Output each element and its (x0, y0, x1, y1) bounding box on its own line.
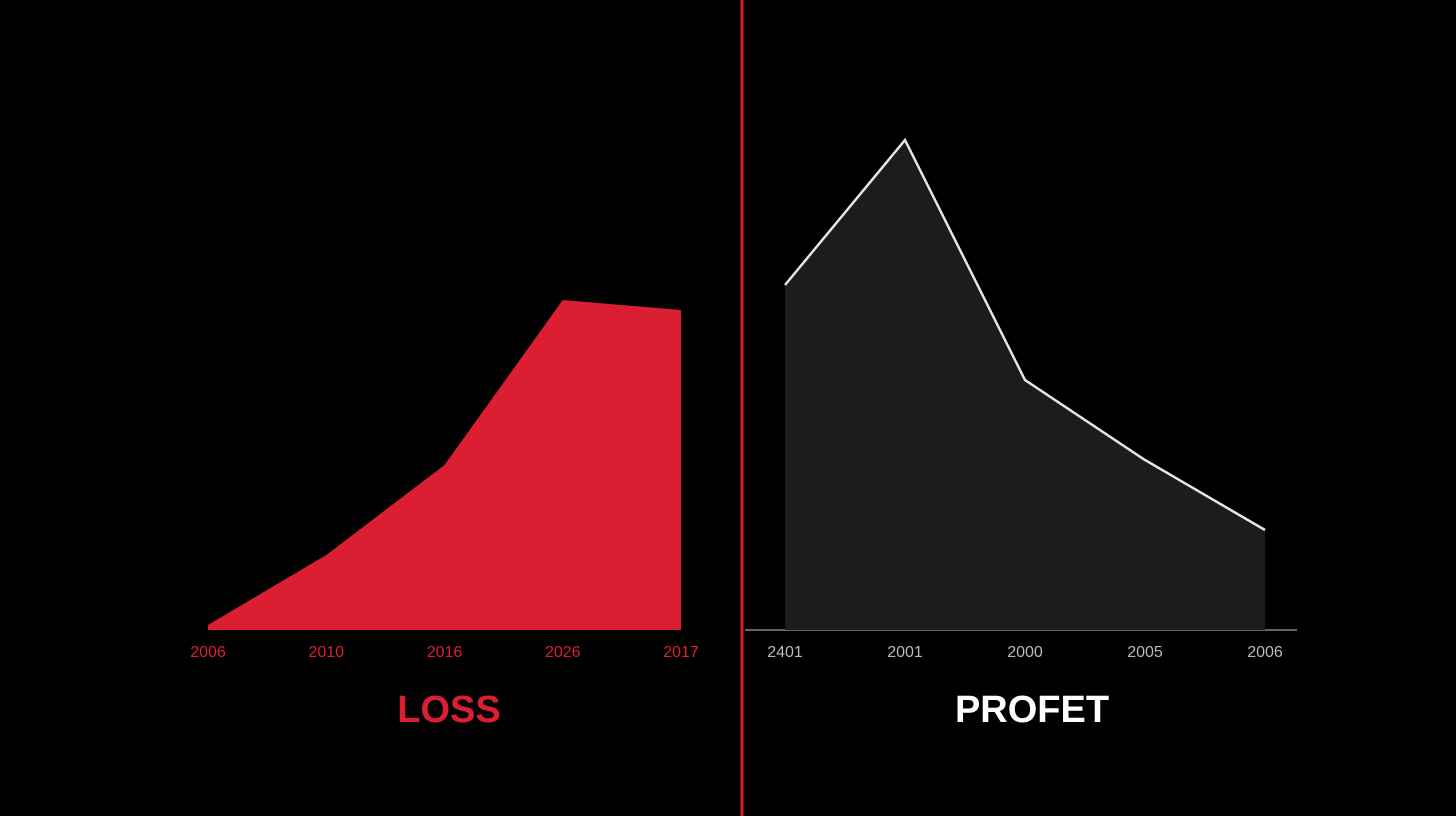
x-tick-label: 2017 (663, 644, 699, 661)
x-tick-label: 2006 (190, 644, 226, 661)
line (784, 137, 1266, 532)
x-tick-label: 2016 (427, 644, 463, 661)
chart-title: LOSS (397, 689, 500, 731)
area (208, 300, 681, 630)
x-tick-label: 2401 (767, 644, 803, 661)
chart-title: PROFET (955, 689, 1109, 731)
x-tick-label: 2000 (1007, 644, 1043, 661)
x-tick-label: 2026 (545, 644, 581, 661)
x-tick-label: 2005 (1127, 644, 1163, 661)
x-tick-label: 2006 (1247, 644, 1283, 661)
area (785, 140, 1265, 630)
x-tick-label: 2001 (887, 644, 923, 661)
x-tick-label: 2010 (308, 644, 344, 661)
